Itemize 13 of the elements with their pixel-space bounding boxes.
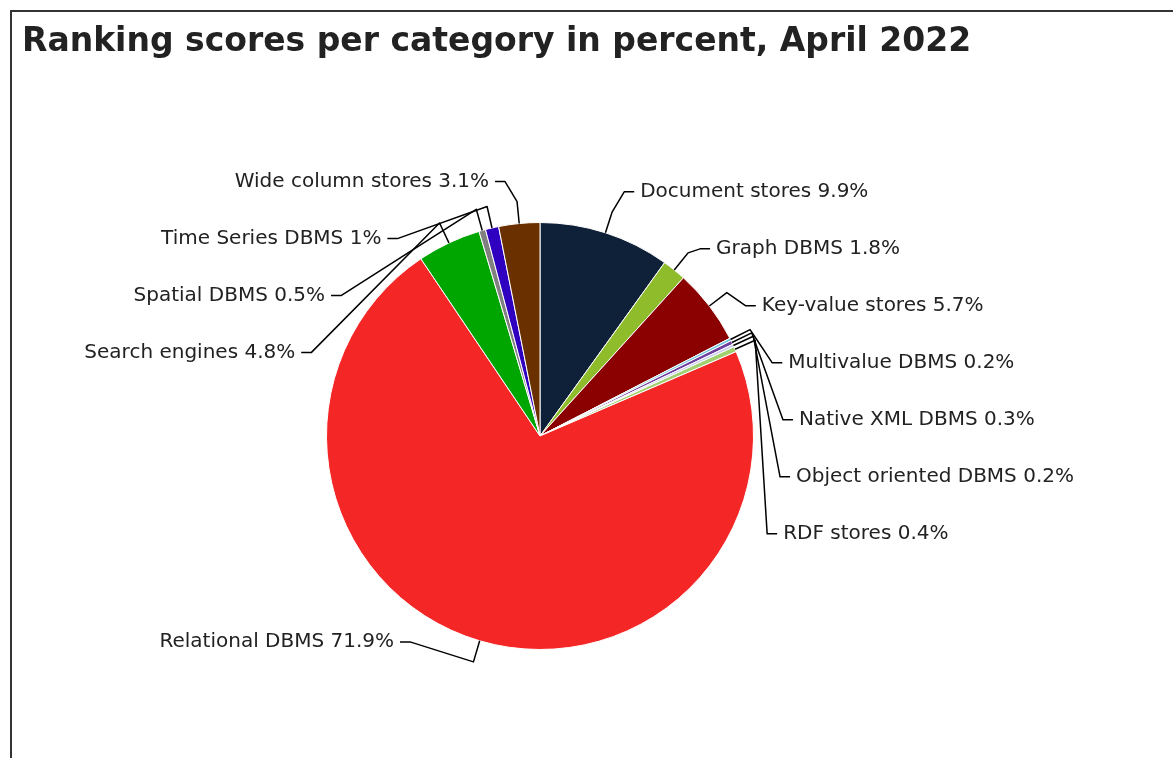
slice-label: RDF stores 0.4%: [783, 520, 949, 545]
slice-label: Native XML DBMS 0.3%: [798, 406, 1035, 431]
slice-label: Wide column stores 3.1%: [234, 167, 490, 192]
chart-title: Ranking scores per category in percent, April 2022: [21, 19, 973, 61]
slice-label: Graph DBMS 1.8%: [716, 235, 901, 260]
slice-label: Object oriented DBMS 0.2%: [796, 463, 1074, 488]
slice-label: Spatial DBMS 0.5%: [133, 281, 326, 306]
slice-label: Multivalue DBMS 0.2%: [788, 349, 1015, 374]
slice-label: Relational DBMS 71.9%: [159, 628, 395, 653]
slice-label: Key-value stores 5.7%: [761, 292, 984, 317]
slice-label: Document stores 9.9%: [640, 178, 869, 203]
slice-label: Time Series DBMS 1%: [160, 224, 382, 249]
slice-label: Search engines 4.8%: [84, 338, 296, 363]
